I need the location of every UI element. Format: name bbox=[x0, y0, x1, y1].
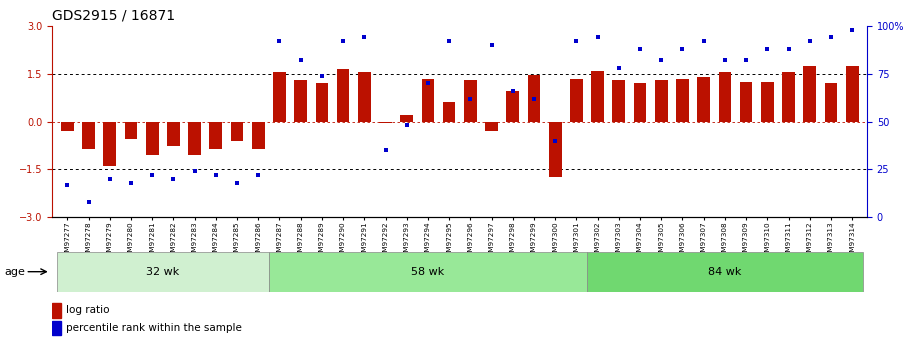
Bar bbox=[824, 83, 837, 122]
Bar bbox=[188, 122, 201, 155]
Point bbox=[824, 34, 838, 40]
Bar bbox=[739, 82, 752, 122]
Point bbox=[803, 38, 817, 44]
Bar bbox=[507, 91, 519, 122]
Bar bbox=[379, 122, 392, 123]
Text: 58 wk: 58 wk bbox=[411, 267, 444, 277]
Bar bbox=[52, 321, 62, 335]
Text: GDS2915 / 16871: GDS2915 / 16871 bbox=[52, 9, 176, 23]
Bar bbox=[655, 80, 668, 122]
Bar bbox=[61, 122, 73, 131]
Bar bbox=[273, 71, 286, 122]
Point bbox=[187, 169, 202, 174]
Point bbox=[272, 38, 287, 44]
Bar bbox=[719, 72, 731, 122]
Bar bbox=[400, 115, 413, 122]
Point bbox=[654, 58, 669, 63]
Text: age: age bbox=[5, 267, 25, 277]
Point bbox=[527, 96, 541, 101]
Bar bbox=[804, 66, 816, 122]
Point bbox=[633, 46, 647, 52]
Bar bbox=[252, 122, 264, 149]
Bar bbox=[357, 72, 371, 122]
Bar bbox=[464, 80, 477, 122]
Text: percentile rank within the sample: percentile rank within the sample bbox=[65, 323, 242, 333]
Point bbox=[399, 123, 414, 128]
Point bbox=[781, 46, 795, 52]
Text: 84 wk: 84 wk bbox=[709, 267, 741, 277]
Bar bbox=[337, 69, 349, 122]
Bar bbox=[125, 122, 138, 139]
Point bbox=[569, 38, 584, 44]
Bar bbox=[676, 79, 689, 122]
Bar bbox=[57, 252, 269, 292]
Bar bbox=[146, 122, 158, 155]
Bar bbox=[209, 122, 222, 149]
Bar bbox=[52, 303, 62, 318]
Bar bbox=[697, 77, 710, 122]
Bar bbox=[269, 252, 587, 292]
Point bbox=[548, 138, 562, 144]
Bar bbox=[782, 72, 795, 122]
Bar bbox=[103, 122, 116, 166]
Point bbox=[442, 38, 456, 44]
Point bbox=[167, 176, 181, 182]
Bar bbox=[231, 122, 243, 141]
Point bbox=[378, 148, 393, 153]
Point bbox=[506, 88, 520, 94]
Point bbox=[357, 34, 372, 40]
Bar bbox=[634, 83, 646, 122]
Text: log ratio: log ratio bbox=[65, 305, 109, 315]
Point bbox=[590, 34, 605, 40]
Bar bbox=[761, 82, 774, 122]
Bar bbox=[443, 102, 455, 122]
Point bbox=[675, 46, 690, 52]
Point bbox=[208, 172, 223, 178]
Point bbox=[421, 81, 435, 86]
Point bbox=[738, 58, 753, 63]
Bar bbox=[167, 122, 180, 146]
Bar bbox=[591, 71, 604, 122]
Bar bbox=[316, 83, 329, 122]
Bar bbox=[570, 79, 583, 122]
Point bbox=[845, 27, 860, 32]
Point bbox=[336, 38, 350, 44]
Point bbox=[293, 58, 308, 63]
Point bbox=[230, 180, 244, 186]
Bar bbox=[613, 80, 625, 122]
Point bbox=[718, 58, 732, 63]
Point bbox=[102, 176, 117, 182]
Point bbox=[484, 42, 499, 48]
Text: 32 wk: 32 wk bbox=[147, 267, 179, 277]
Bar bbox=[846, 66, 859, 122]
Bar bbox=[485, 122, 498, 131]
Point bbox=[463, 96, 478, 101]
Point bbox=[81, 199, 96, 205]
Point bbox=[315, 73, 329, 78]
Bar bbox=[528, 75, 540, 122]
Bar bbox=[587, 252, 862, 292]
Point bbox=[612, 65, 626, 71]
Bar bbox=[422, 79, 434, 122]
Bar bbox=[82, 122, 95, 149]
Point bbox=[60, 182, 74, 188]
Point bbox=[145, 172, 159, 178]
Point bbox=[251, 172, 265, 178]
Point bbox=[124, 180, 138, 186]
Bar bbox=[294, 80, 307, 122]
Bar bbox=[548, 122, 561, 177]
Point bbox=[760, 46, 775, 52]
Point bbox=[697, 38, 711, 44]
